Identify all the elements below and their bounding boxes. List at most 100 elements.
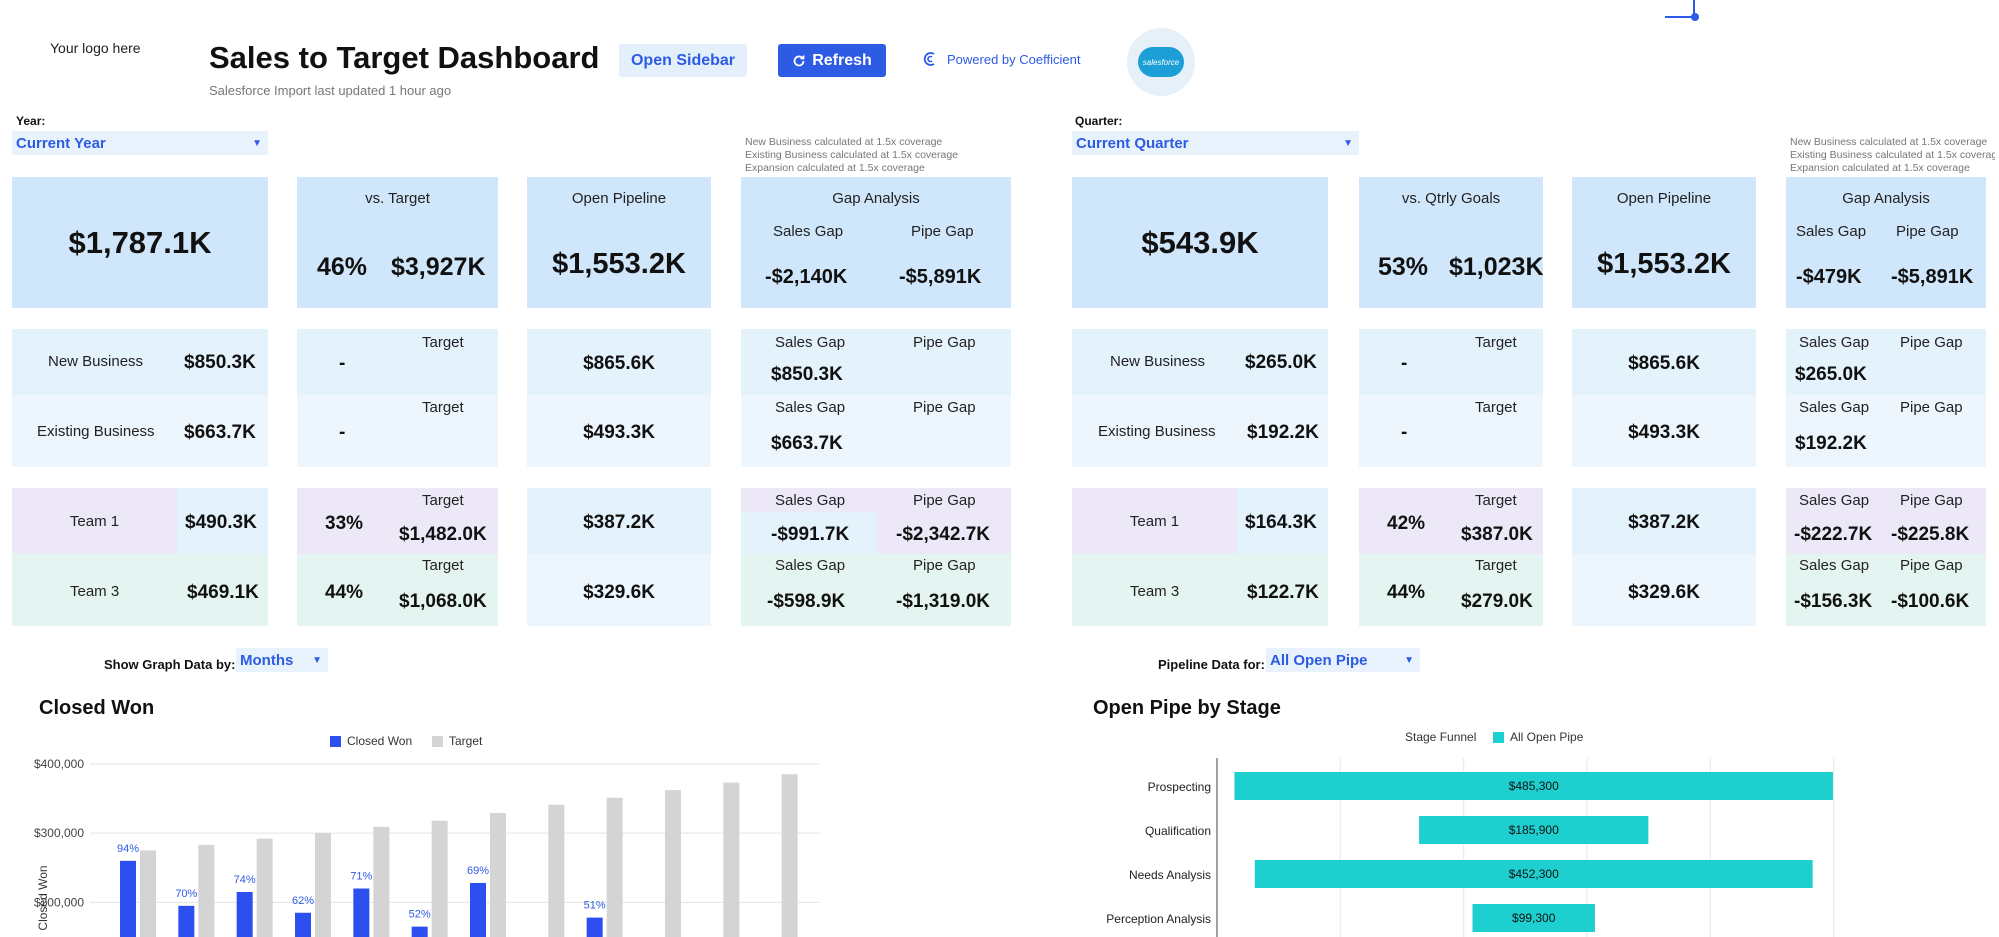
row-pipeline: $387.2K [1628,512,1700,533]
pipe-gap-value: -$5,891K [1891,266,1974,288]
vs-target-caption: vs. Target [365,190,430,207]
table-row: Target 42% $387.0K [1359,488,1543,554]
table-row: Sales Gap Pipe Gap $265.0K [1786,329,1986,395]
sales-gap-highlight [741,512,876,554]
table-row: $387.2K [1572,488,1756,554]
sales-gap-caption: Sales Gap [775,399,846,416]
refresh-button[interactable]: Refresh [778,44,886,77]
row-pipeline: $329.6K [1628,582,1700,603]
coverage-notes: New Business calculated at 1.5x coverage… [1790,136,1995,175]
row-sales-gap: -$598.9K [767,591,846,612]
target-bar [198,844,215,937]
table-row: $329.6K [1572,554,1756,626]
vs-target-pct: 46% [317,253,368,281]
pipe-gap-caption: Pipe Gap [913,557,976,574]
row-pct: - [1401,422,1408,443]
row-value: $490.3K [185,512,257,533]
pipe-gap-caption: Pipe Gap [913,334,976,351]
row-sales-gap: $850.3K [771,364,843,385]
y-tick-label: $200,000 [34,895,84,909]
open-pipe-chart-title: Open Pipe by Stage [1093,697,1281,719]
row-target: $279.0K [1461,591,1533,612]
pipeline-data-for-select[interactable]: All Open Pipe ▼ [1266,648,1420,672]
year-filter-select[interactable]: Current Year ▼ [12,131,268,155]
table-row: Target - [297,395,498,467]
table-row: Target - [297,329,498,395]
note-line: Expansion calculated at 1.5x coverage [1790,162,1970,174]
row-value: $265.0K [1245,352,1317,373]
show-graph-by-select[interactable]: Months ▼ [236,648,328,672]
data-label: 62% [292,895,314,907]
row-label: New Business [1110,353,1206,370]
table-row: Sales Gap Pipe Gap $850.3K [741,329,1011,395]
sales-gap-caption: Sales Gap [1799,399,1870,416]
target-bar [665,790,681,937]
row-pipeline: $329.6K [583,582,655,603]
table-row: New Business $850.3K [12,329,268,395]
row-value: $164.3K [1245,512,1317,533]
row-pct: 42% [1387,513,1426,534]
row-target: $387.0K [1461,524,1533,545]
pipeline-data-for-value: All Open Pipe [1270,651,1368,669]
target-bar [606,797,623,937]
table-row: Sales Gap Pipe Gap -$991.7K -$2,342.7K [741,488,1011,554]
row-pct: - [339,353,346,374]
vs-goals-card: vs. Qtrly Goals 53% $1,023K [1359,177,1543,308]
chevron-down-icon: ▼ [1343,137,1353,149]
row-pipeline: $493.3K [583,422,655,443]
open-pipeline-card: Open Pipeline $1,553.2K [1572,177,1756,308]
target-bar [723,782,740,937]
table-row: Target 33% $1,482.0K [297,488,498,554]
team-label-cell: Team 1 [12,488,177,554]
data-label: 51% [584,900,606,912]
open-pipeline-card: Open Pipeline $1,553.2K [527,177,711,308]
closed-won-bar [295,912,311,937]
table-row: Team 3 $469.1K [12,554,268,626]
row-value: $850.3K [184,352,256,373]
row-target: $1,482.0K [399,524,487,545]
total-closed-won-card: $1,787.1K [12,177,268,308]
data-label: 69% [467,865,489,877]
quarter-filter-select[interactable]: Current Quarter ▼ [1072,131,1359,155]
table-row: Target 44% $279.0K [1359,554,1543,626]
closed-won-bar [586,917,603,937]
row-sales-gap: -$991.7K [771,524,850,545]
table-row: $387.2K [527,488,711,554]
powered-by-link[interactable]: Powered by Coefficient [921,50,1080,68]
y-axis-label: Closed Won [36,865,50,930]
funnel-bar [1254,860,1813,888]
closed-won-bar [411,926,428,937]
row-value: $469.1K [187,582,259,603]
row-sales-gap: -$222.7K [1794,524,1873,545]
pipe-gap-caption: Pipe Gap [1900,399,1963,416]
legend-closed-won: Closed Won [330,734,412,748]
data-label: 94% [117,843,139,855]
show-graph-by-label: Show Graph Data by: [104,657,236,672]
data-label: $185,900 [1509,823,1559,837]
sales-gap-caption: Sales Gap [1799,557,1870,574]
total-closed-won-value: $1,787.1K [68,225,212,260]
sales-gap-caption: Sales Gap [1799,492,1870,509]
sales-gap-caption: Sales Gap [1796,223,1867,240]
row-label: Team 3 [1130,583,1180,600]
closed-won-bar [120,860,136,937]
row-pipeline: $865.6K [583,353,655,374]
legend-label: Closed Won [347,734,413,748]
corner-handle [1665,0,1695,18]
gap-analysis-card: Gap Analysis Sales Gap Pipe Gap -$479K -… [1786,177,1986,308]
row-target: $1,068.0K [399,591,487,612]
table-row: Sales Gap Pipe Gap $192.2K [1786,395,1986,467]
pipe-gap-caption: Pipe Gap [1900,492,1963,509]
open-pipeline-value: $1,553.2K [552,248,686,280]
gap-analysis-caption: Gap Analysis [1842,190,1930,207]
quarter-filter-label: Quarter: [1075,114,1123,128]
resize-handle-icon[interactable] [1691,13,1699,21]
row-sales-gap: $265.0K [1795,364,1867,385]
powered-by-text: Powered by Coefficient [947,51,1081,67]
target-caption: Target [422,399,464,416]
open-sidebar-button[interactable]: Open Sidebar [619,44,747,77]
note-line: Existing Business calculated at 1.5x cov… [745,149,959,161]
table-row: Sales Gap Pipe Gap -$156.3K -$100.6K [1786,554,1986,626]
sales-gap-value: -$479K [1796,266,1862,288]
